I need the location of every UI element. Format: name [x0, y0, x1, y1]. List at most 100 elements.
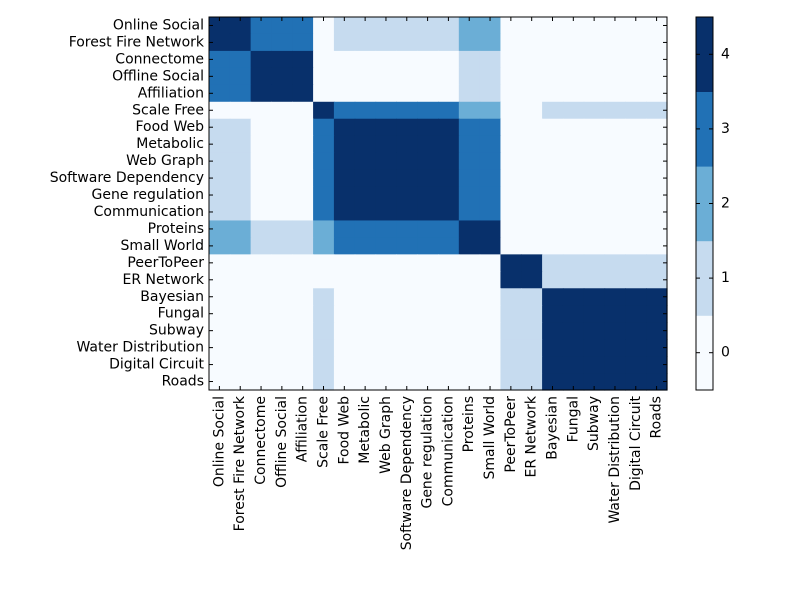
x-tick-label: Roads: [649, 396, 665, 438]
x-tick-label: Online Social: [211, 396, 227, 487]
heatmap-cell: [417, 339, 439, 357]
heatmap-cell: [604, 271, 626, 289]
heatmap-cell: [521, 152, 543, 171]
heatmap-cell: [542, 254, 564, 272]
heatmap-cell: [375, 254, 397, 272]
heatmap-cell: [417, 356, 439, 374]
heatmap-cell: [625, 254, 647, 272]
heatmap-cell: [458, 101, 481, 120]
heatmap-cell: [562, 17, 585, 35]
heatmap-cell: [354, 271, 377, 289]
heatmap-cell: [209, 186, 231, 205]
heatmap-cell: [562, 322, 585, 340]
x-tick-label: Forest Fire Network: [232, 395, 248, 531]
heatmap-cell: [354, 220, 377, 239]
heatmap-cell: [604, 356, 626, 374]
heatmap-cell: [354, 339, 377, 357]
heatmap-cell: [375, 305, 397, 323]
heatmap-cell: [479, 33, 502, 52]
heatmap-cell: [333, 118, 356, 137]
heatmap-cell: [646, 152, 668, 171]
heatmap-cell: [229, 322, 252, 340]
heatmap-cell: [292, 356, 314, 374]
heatmap-cell: [479, 67, 502, 86]
heatmap-cell: [292, 373, 314, 391]
heatmap-cell: [396, 50, 418, 69]
heatmap-cell: [521, 237, 543, 255]
heatmap-cell: [479, 203, 502, 222]
heatmap-cell: [333, 373, 356, 391]
heatmap-cell: [479, 305, 502, 323]
heatmap-cell: [521, 17, 543, 35]
heatmap-cell: [542, 33, 564, 52]
heatmap-cell: [479, 373, 502, 391]
heatmap-cell: [313, 203, 335, 222]
heatmap-cell: [313, 322, 335, 340]
heatmap-cell: [292, 17, 314, 35]
heatmap-cell: [646, 17, 668, 35]
heatmap-cell: [438, 152, 460, 171]
heatmap-cell: [542, 220, 564, 239]
heatmap-cell: [500, 135, 522, 154]
heatmap-cell: [646, 169, 668, 188]
heatmap-cell: [521, 203, 543, 222]
heatmap-cell: [562, 135, 585, 154]
heatmap-cell: [604, 288, 626, 306]
heatmap-cell: [458, 118, 481, 137]
heatmap-cell: [604, 84, 626, 103]
heatmap-cell: [479, 254, 502, 272]
heatmap-cell: [542, 356, 564, 374]
heatmap-cell: [354, 373, 377, 391]
heatmap-cell: [292, 101, 314, 120]
heatmap-cell: [458, 322, 481, 340]
heatmap-cell: [375, 33, 397, 52]
colorbar-tick-label: 3: [721, 121, 730, 137]
heatmap-cell: [625, 169, 647, 188]
y-tick-label: Food Web: [135, 119, 204, 135]
heatmap-cell: [354, 33, 377, 52]
y-tick-label: Forest Fire Network: [69, 34, 205, 50]
heatmap-cell: [209, 67, 231, 86]
heatmap-cell: [542, 50, 564, 69]
heatmap-cell: [625, 186, 647, 205]
heatmap-cell: [333, 50, 356, 69]
heatmap-cell: [292, 169, 314, 188]
heatmap-cell: [209, 271, 231, 289]
heatmap-cell: [646, 373, 668, 391]
heatmap-cell: [438, 186, 460, 205]
heatmap-cell: [209, 152, 231, 171]
heatmap-cell: [625, 33, 647, 52]
y-tick-label: Subway: [149, 323, 204, 339]
heatmap-cell: [250, 237, 273, 255]
heatmap-cell: [396, 169, 418, 188]
heatmap-cell: [438, 288, 460, 306]
heatmap-cell: [542, 288, 564, 306]
heatmap-cell: [438, 101, 460, 120]
heatmap-cell: [458, 203, 481, 222]
heatmap-cell: [604, 33, 626, 52]
heatmap-cell: [458, 305, 481, 323]
y-tick-label: Offline Social: [112, 68, 204, 84]
heatmap-cell: [354, 356, 377, 374]
heatmap-cell: [292, 135, 314, 154]
heatmap-cell: [354, 84, 377, 103]
heatmap-cell: [292, 203, 314, 222]
heatmap-cell: [625, 101, 647, 120]
heatmap-cell: [583, 33, 606, 52]
heatmap-cell: [646, 84, 668, 103]
y-tick-label: Online Social: [113, 17, 204, 33]
heatmap-cell: [458, 356, 481, 374]
heatmap-cell: [313, 305, 335, 323]
heatmap-cell: [500, 152, 522, 171]
heatmap-cell: [271, 373, 293, 391]
heatmap-cell: [604, 237, 626, 255]
heatmap-cell: [458, 373, 481, 391]
heatmap-cell: [542, 17, 564, 35]
heatmap-cell: [271, 356, 293, 374]
heatmap-cell: [313, 339, 335, 357]
heatmap-cell: [646, 220, 668, 239]
heatmap-cell: [354, 101, 377, 120]
heatmap-cell: [396, 33, 418, 52]
heatmap-cell: [209, 288, 231, 306]
heatmap-cell: [625, 17, 647, 35]
